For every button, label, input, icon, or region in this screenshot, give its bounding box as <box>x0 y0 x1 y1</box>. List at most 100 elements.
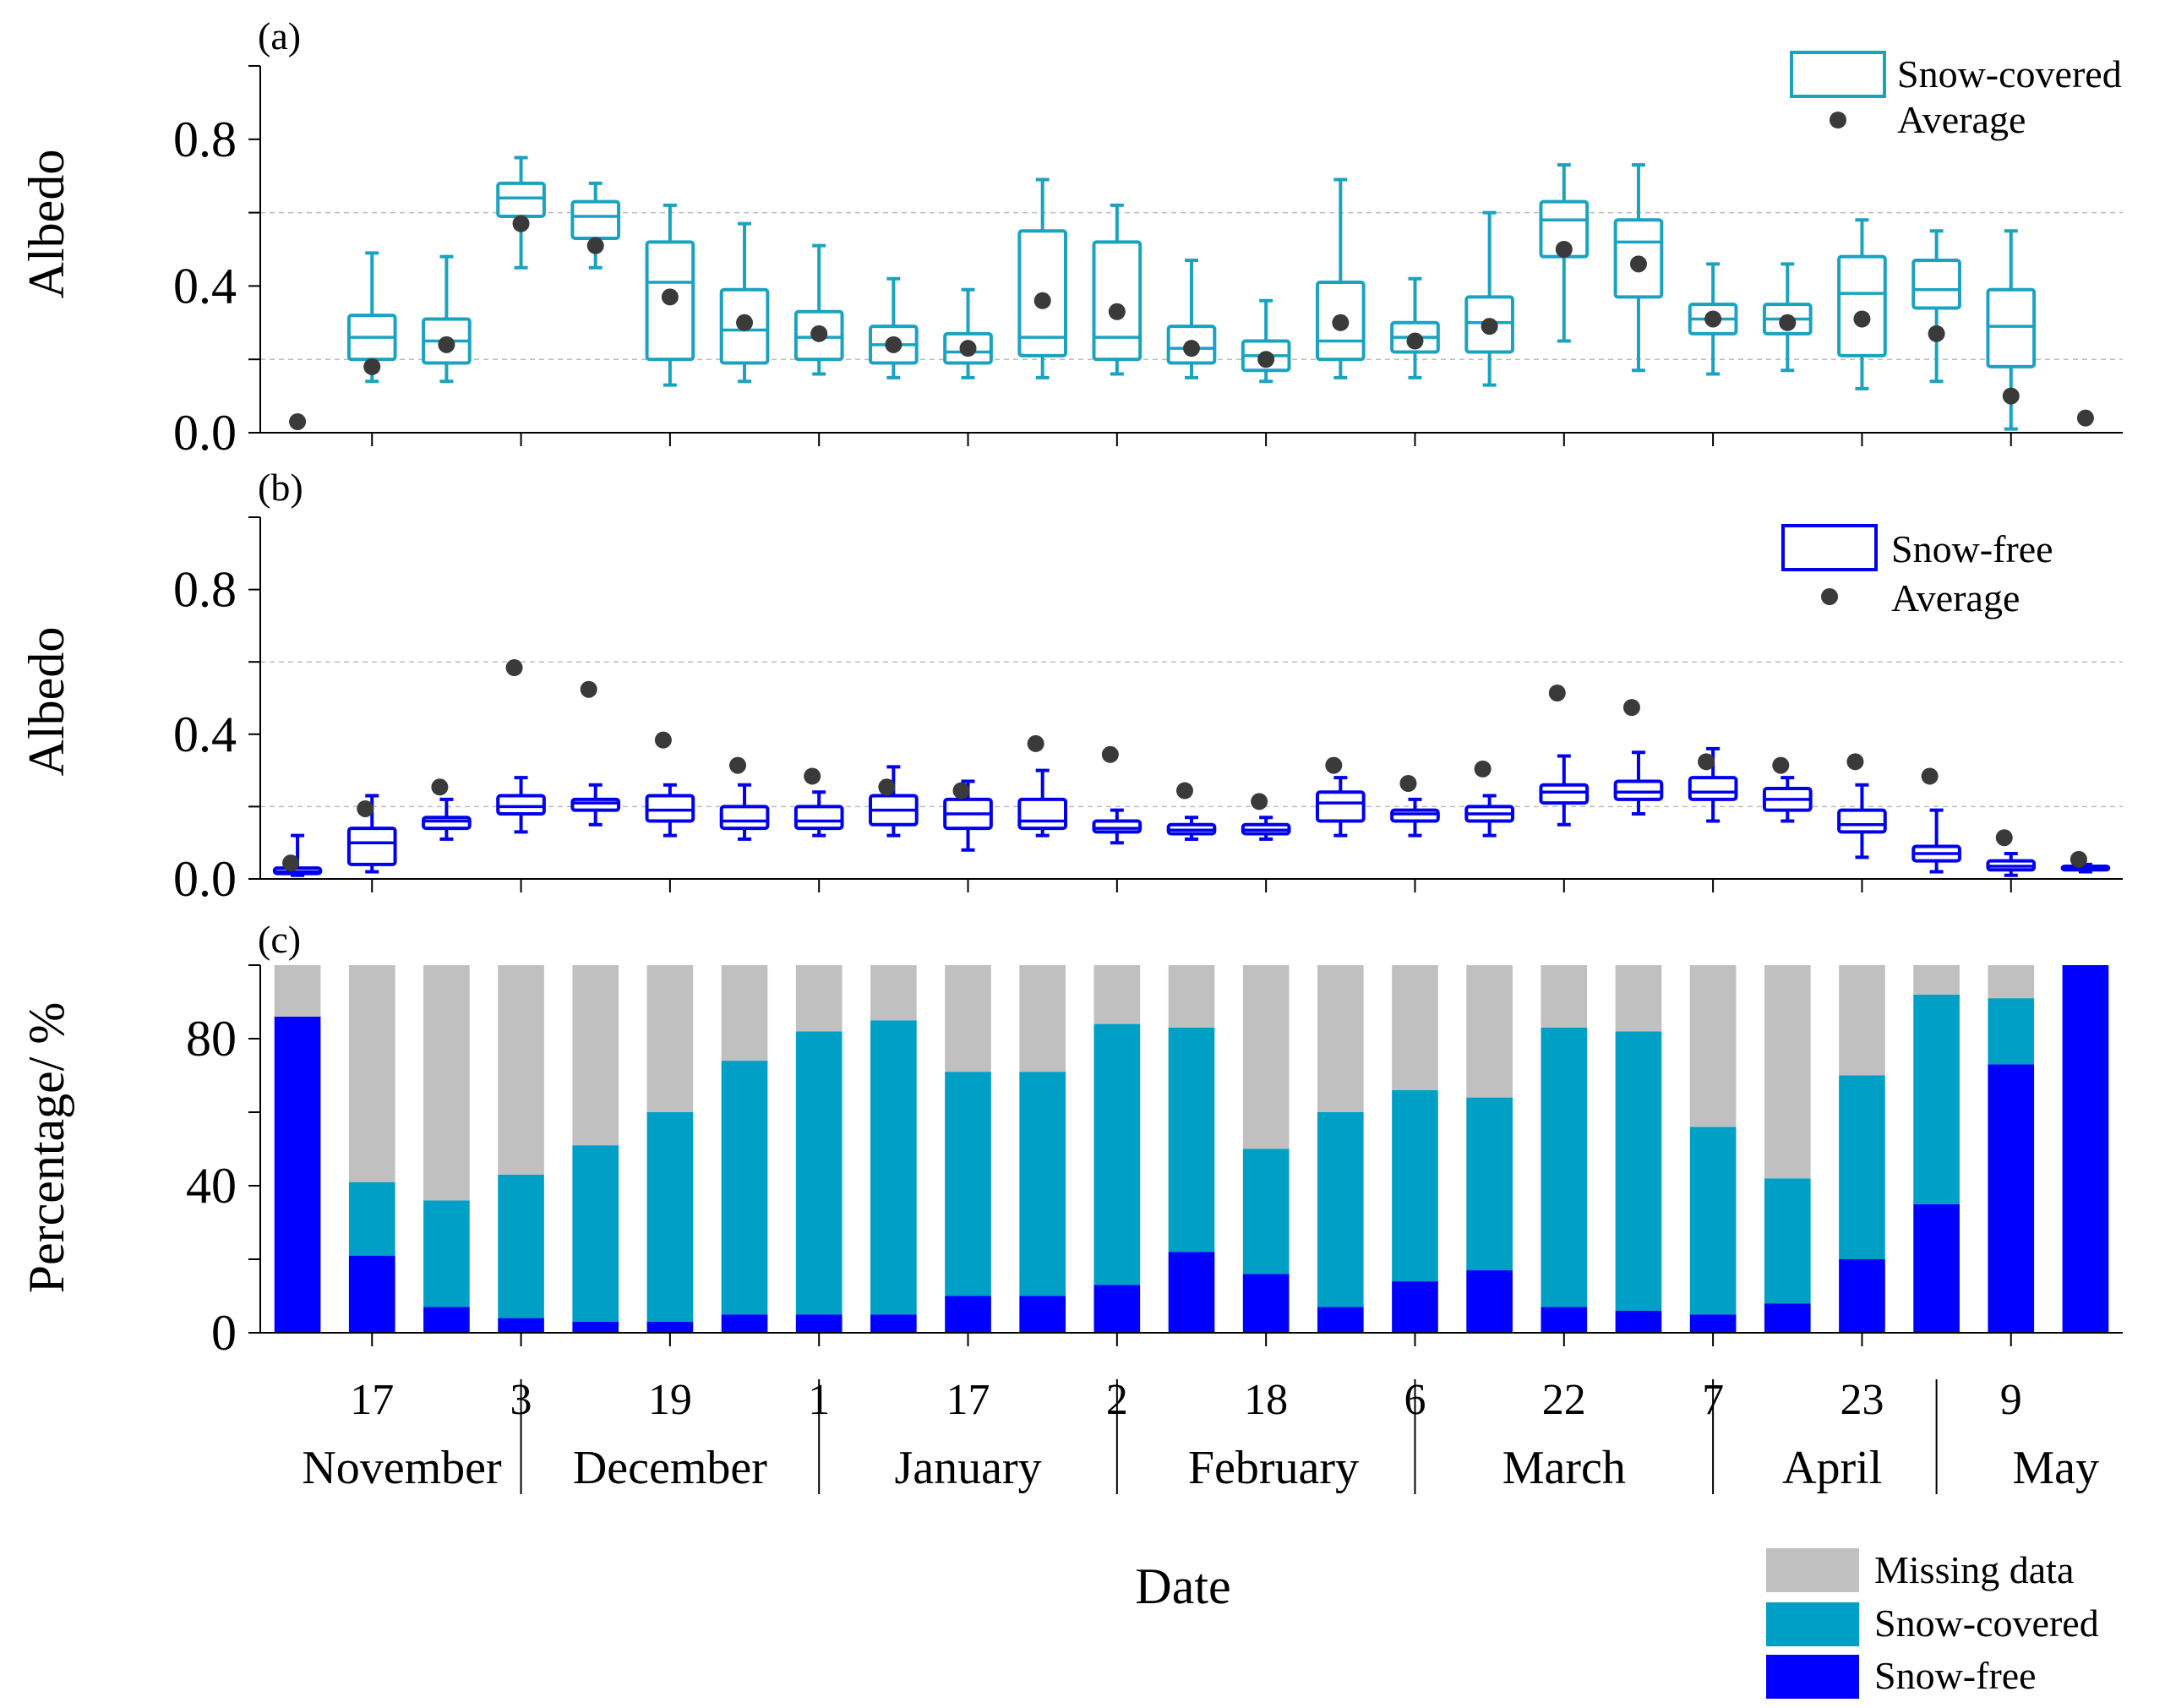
stacked-bar-1 <box>274 965 321 1333</box>
bar-snow-free <box>1466 1270 1513 1333</box>
month-label: April <box>1782 1442 1882 1494</box>
average-dot <box>1399 775 1417 792</box>
legend-average-dot-b <box>1821 588 1838 605</box>
average-dot <box>1555 241 1573 258</box>
bar-snow-free <box>1317 1307 1364 1333</box>
average-dot <box>729 756 747 774</box>
average-dot <box>512 215 530 232</box>
box-iqr <box>1539 783 1590 805</box>
legend-average-label-b: Average <box>1891 576 2020 619</box>
bar-snow-free <box>423 1307 470 1333</box>
box-24 <box>1986 852 2037 877</box>
bar-snow-covered <box>423 1200 470 1307</box>
bar-snow-free <box>1392 1281 1438 1333</box>
box-20 <box>1688 746 1738 823</box>
box-22 <box>1837 783 1887 859</box>
panel-b-snow-free-albedo: (b) Albedo 0.0 0.4 0.8 Snow-free Average <box>19 466 2123 907</box>
average-dot <box>1406 332 1424 350</box>
bar-snow-covered <box>795 1031 843 1315</box>
stacked-bar-20 <box>1689 965 1737 1333</box>
panel-c-ytick-label: 80 <box>186 1011 237 1067</box>
bar-snow-covered <box>498 1174 544 1318</box>
bar-snow-free <box>498 1318 544 1333</box>
box-1 <box>272 833 323 877</box>
bar-snow-covered <box>1988 998 2035 1065</box>
month-label: December <box>573 1442 767 1494</box>
average-dot <box>736 314 754 331</box>
average-dot <box>810 325 828 342</box>
bar-snow-free <box>945 1296 991 1333</box>
average-dot <box>2070 850 2087 868</box>
average-dot <box>357 799 374 817</box>
average-dot <box>1176 782 1193 799</box>
stacked-bar-9 <box>870 965 917 1333</box>
stacked-bar-18 <box>1541 965 1588 1333</box>
bar-snow-free <box>1988 1064 2035 1333</box>
bar-missing <box>1764 965 1811 1179</box>
panel-c-legend: Missing data Snow-covered Snow-free <box>1766 1548 2099 1699</box>
bar-snow-free <box>1689 1314 1737 1333</box>
date-tick-label: 9 <box>2000 1376 2022 1424</box>
average-dot <box>1779 314 1797 331</box>
average-dot <box>1474 760 1492 778</box>
box-23 <box>1911 229 1961 384</box>
box-5 <box>570 783 621 827</box>
legend-free-swatch <box>1766 1655 1859 1699</box>
legend-missing-label: Missing data <box>1874 1548 2074 1591</box>
stacked-bar-22 <box>1839 965 1885 1333</box>
box-iqr <box>1390 808 1440 823</box>
bar-snow-free <box>274 1016 321 1333</box>
bar-snow-free <box>1541 1307 1588 1333</box>
legend-missing-swatch <box>1766 1548 1859 1592</box>
bar-snow-free <box>795 1314 843 1333</box>
average-dot <box>1325 756 1343 774</box>
box-11 <box>1017 768 1068 838</box>
bar-missing <box>795 965 843 1032</box>
average-dot <box>1629 255 1647 273</box>
legend-average-label: Average <box>1897 98 2026 141</box>
date-tick-label: 22 <box>1542 1376 1586 1424</box>
box-iqr <box>496 794 546 816</box>
bar-missing <box>1317 965 1364 1112</box>
average-dot <box>1101 745 1119 763</box>
panel-b-ylabel: Albedo <box>19 627 74 777</box>
average-dot <box>1704 310 1722 328</box>
average-dot <box>1921 767 1939 785</box>
box-16 <box>1390 276 1440 379</box>
box-13 <box>1166 816 1217 841</box>
bar-missing <box>498 965 544 1175</box>
panel-b-ytick-label: 0.8 <box>173 562 237 618</box>
month-label: May <box>2012 1442 2099 1494</box>
bar-missing <box>721 965 768 1061</box>
stacked-bar-23 <box>1913 965 1960 1333</box>
bar-snow-covered <box>1093 1023 1141 1285</box>
box-iqr <box>719 805 770 831</box>
legend-average-dot <box>1830 112 1846 128</box>
stacked-bar-3 <box>423 965 470 1333</box>
average-dot <box>1622 699 1640 717</box>
box-iqr <box>1688 776 1738 801</box>
stacked-bar-19 <box>1615 965 1662 1333</box>
box-iqr <box>422 816 472 831</box>
panel-b-ytick-label: 0.4 <box>173 707 237 762</box>
box-2 <box>346 794 397 874</box>
bar-snow-covered <box>646 1112 694 1322</box>
bar-snow-free <box>870 1314 917 1333</box>
bar-missing <box>348 965 395 1182</box>
legend-covered-swatch <box>1766 1602 1859 1646</box>
average-dot <box>1027 734 1044 752</box>
stacked-bar-5 <box>572 965 619 1333</box>
date-tick-label: 17 <box>350 1376 394 1424</box>
box-20 <box>1688 262 1738 376</box>
stacked-bar-21 <box>1764 965 1811 1333</box>
average-dot <box>505 659 523 677</box>
box-iqr <box>346 827 397 866</box>
bar-snow-covered <box>1242 1149 1290 1274</box>
date-tick-label: 18 <box>1244 1376 1288 1424</box>
stacked-bar-25 <box>2062 965 2109 1333</box>
box-9 <box>869 276 919 379</box>
average-dot <box>1332 314 1350 331</box>
box-15 <box>1315 177 1366 379</box>
box-iqr <box>1837 254 1887 357</box>
